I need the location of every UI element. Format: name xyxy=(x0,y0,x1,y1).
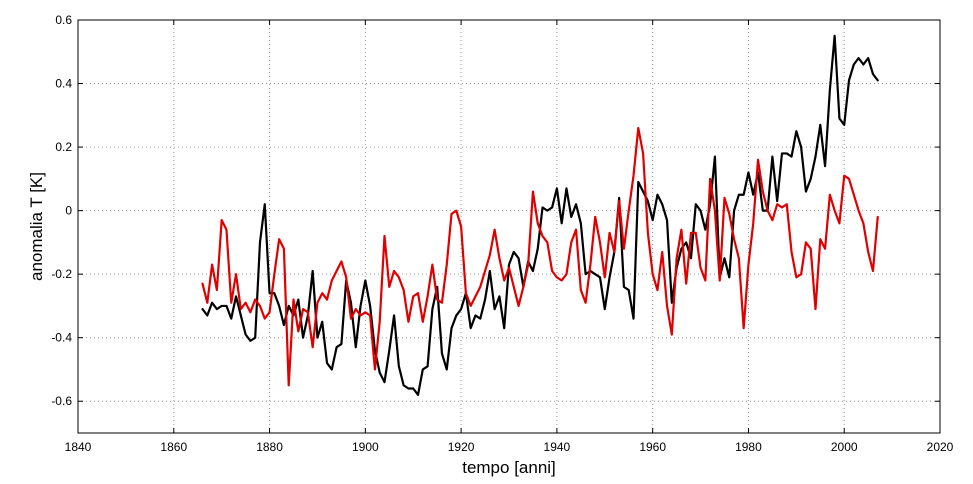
series-line-1 xyxy=(201,34,879,396)
y-tick-label: 0.2 xyxy=(55,140,72,154)
grid-lines xyxy=(78,20,940,433)
x-tick-label: 1840 xyxy=(65,440,92,454)
y-tick-label: 0.6 xyxy=(55,13,72,27)
x-tick-label: 1920 xyxy=(448,440,475,454)
y-tick-label: 0 xyxy=(65,204,72,218)
x-tick-label: 2020 xyxy=(927,440,954,454)
x-tick-label: 1900 xyxy=(352,440,379,454)
plot-frame xyxy=(77,19,941,434)
series-line-2 xyxy=(201,126,879,387)
x-axis-label: tempo [anni] xyxy=(462,458,556,477)
x-tick-label: 2000 xyxy=(831,440,858,454)
y-tick-label: -0.4 xyxy=(51,331,72,345)
x-tick-labels: 1840 1860 1880 1900 1920 1940 1960 1980 2000 2020 xyxy=(65,440,954,454)
series-group xyxy=(201,34,879,396)
tick-marks xyxy=(77,19,941,433)
x-tick-label: 1940 xyxy=(544,440,571,454)
y-tick-labels: -0.6 -0.4 -0.2 0 0.2 0.4 0.6 xyxy=(51,13,72,408)
x-tick-label: 1880 xyxy=(256,440,283,454)
y-axis-label: anomalia T [K] xyxy=(27,172,46,281)
y-tick-label: 0.4 xyxy=(55,77,72,91)
x-tick-label: 1960 xyxy=(639,440,666,454)
y-tick-label: -0.2 xyxy=(51,267,72,281)
y-tick-label: -0.6 xyxy=(51,394,72,408)
x-tick-label: 1860 xyxy=(160,440,187,454)
x-tick-label: 1980 xyxy=(735,440,762,454)
